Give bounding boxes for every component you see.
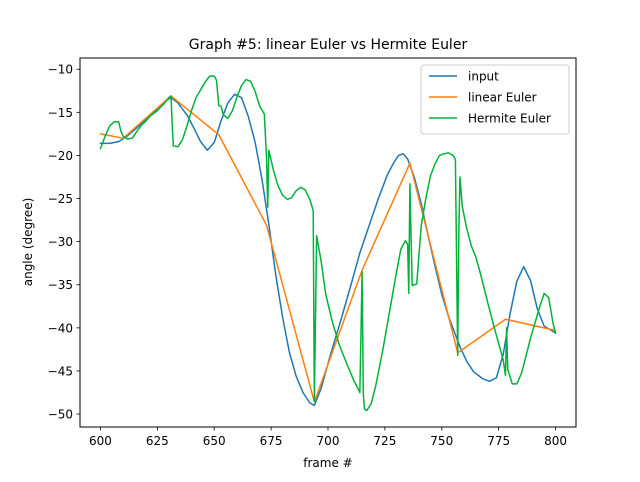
plot-frame xyxy=(79,57,577,428)
plot-area xyxy=(99,75,557,412)
y-axis-label: angle (degree) xyxy=(21,198,35,287)
x-tick-label: 725 xyxy=(373,434,396,448)
legend-label-hermite-euler: Hermite Euler xyxy=(468,112,551,126)
chart-title: Graph #5: linear Euler vs Hermite Euler xyxy=(189,37,468,53)
x-tick-label: 625 xyxy=(146,434,169,448)
x-tick-label: 775 xyxy=(487,434,510,448)
y-tick-label: −15 xyxy=(48,106,73,120)
y-tick-label: −40 xyxy=(48,321,73,335)
y-tick-label: −45 xyxy=(48,364,73,378)
x-axis-ticks: 600 625 650 675 700 725 750 775 800 xyxy=(89,427,567,448)
legend: input linear Euler Hermite Euler xyxy=(420,64,570,135)
x-tick-label: 650 xyxy=(203,434,226,448)
y-tick-label: −20 xyxy=(48,149,73,163)
legend-items: input linear Euler Hermite Euler xyxy=(429,70,551,126)
legend-label-input: input xyxy=(468,70,499,84)
y-tick-label: −50 xyxy=(48,408,73,422)
x-tick-label: 600 xyxy=(89,434,112,448)
series-line-hermite-euler xyxy=(99,75,557,412)
legend-label-linear-euler: linear Euler xyxy=(468,91,537,105)
x-tick-label: 800 xyxy=(544,434,567,448)
series-line-linear-euler xyxy=(99,95,557,403)
y-axis-ticks: −10 −15 −20 −25 −30 −35 −40 −45 −50 xyxy=(48,63,80,422)
y-tick-label: −10 xyxy=(48,63,73,77)
y-tick-label: −30 xyxy=(48,235,73,249)
x-tick-label: 700 xyxy=(317,434,340,448)
x-axis-label: frame # xyxy=(303,456,352,470)
y-tick-label: −35 xyxy=(48,278,73,292)
legend-box xyxy=(420,64,570,135)
x-tick-label: 750 xyxy=(430,434,453,448)
x-tick-label: 675 xyxy=(260,434,283,448)
y-tick-label: −25 xyxy=(48,192,73,206)
